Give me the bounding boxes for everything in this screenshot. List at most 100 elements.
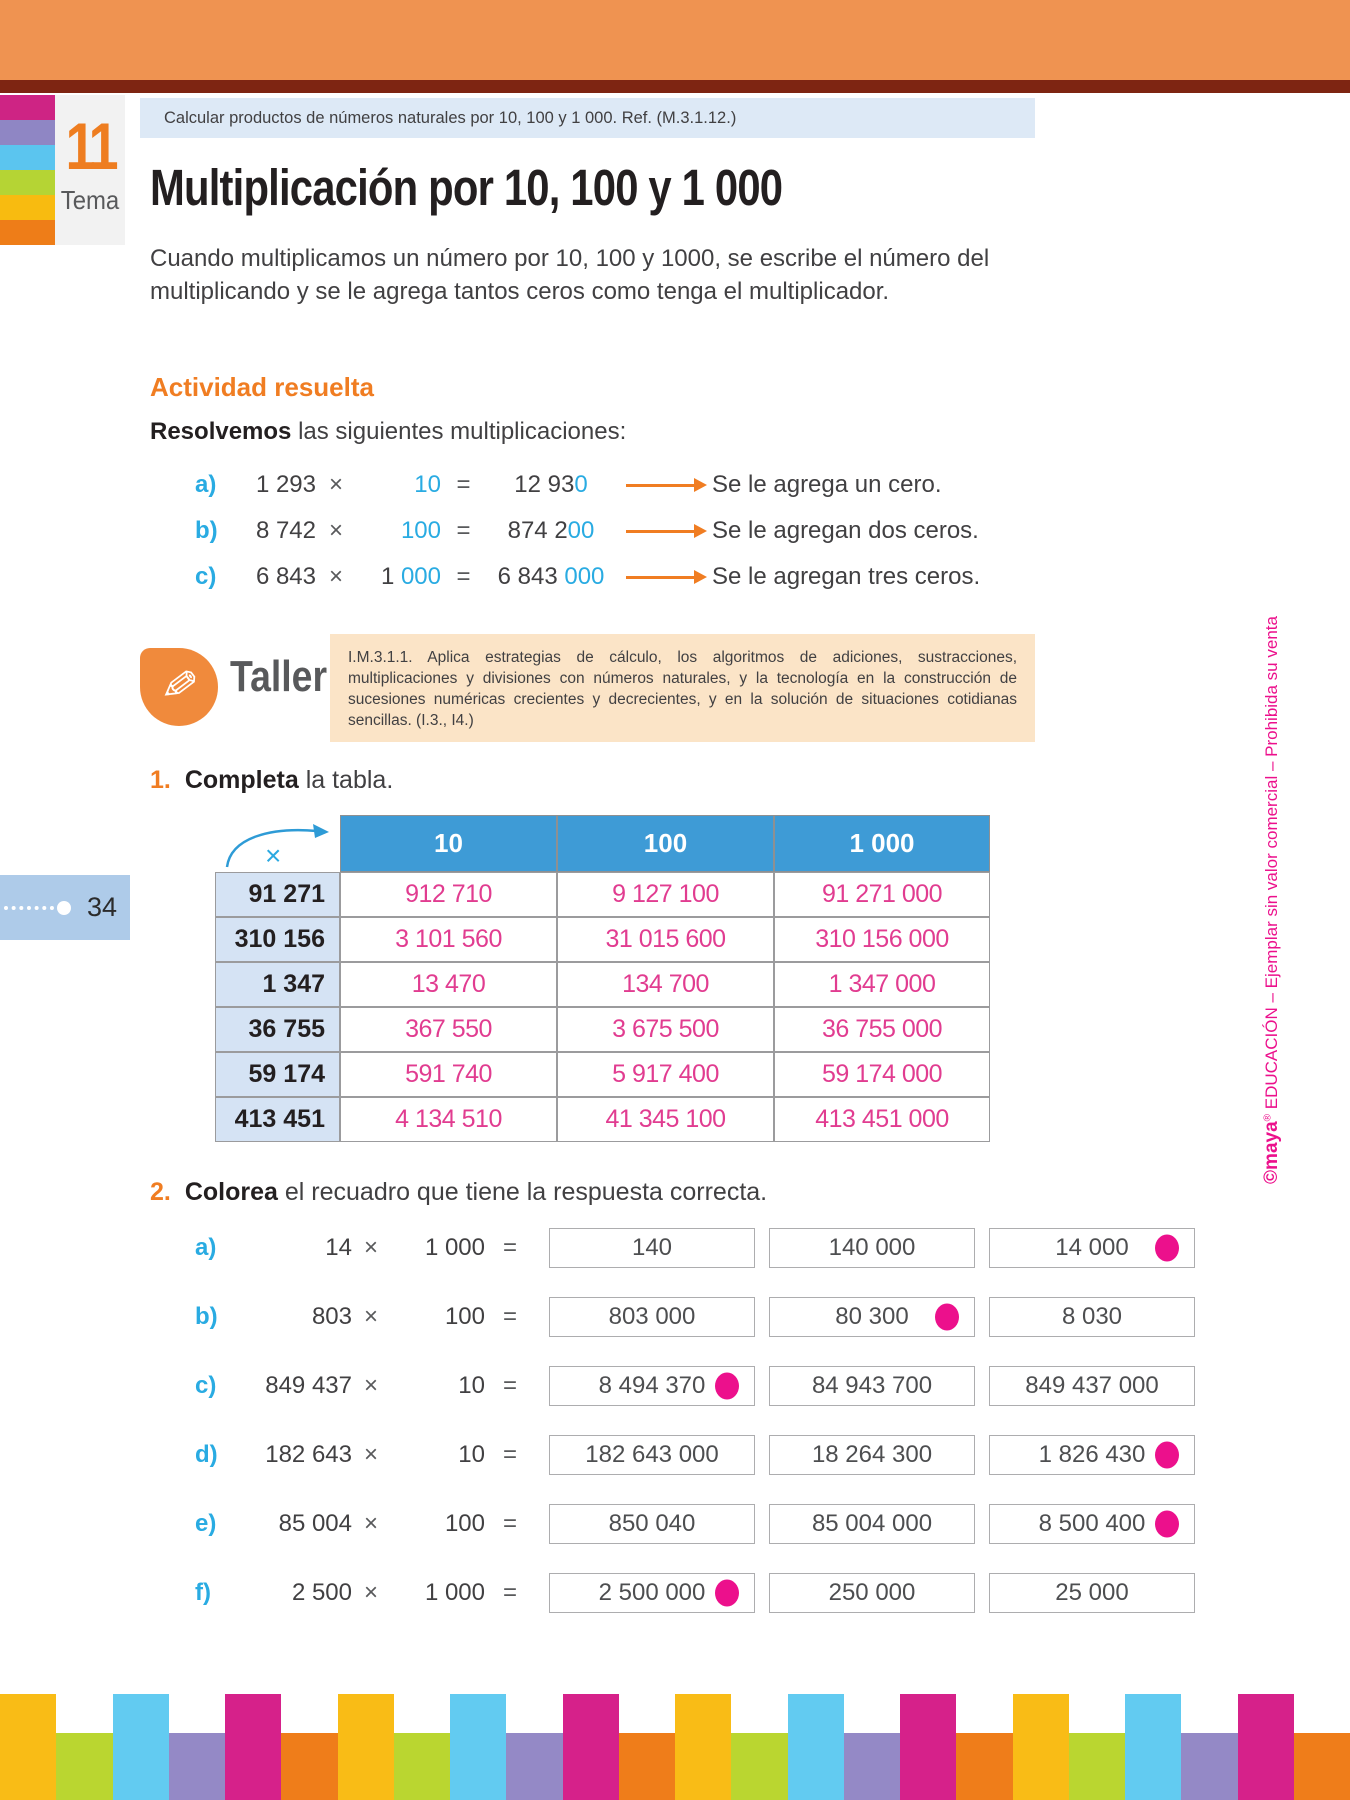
answer-option-box[interactable]: 2 500 000	[549, 1573, 755, 1613]
answer-option-box[interactable]: 14 000	[989, 1228, 1195, 1268]
activity-lead: Resolvemos las siguientes multiplicacion…	[150, 418, 626, 446]
tema-color-square	[0, 145, 55, 170]
taller-standard-text: I.M.3.1.1. Aplica estrategias de cálculo…	[348, 649, 1017, 729]
item-letter: c)	[195, 1372, 217, 1399]
item-multiplicand: 803	[311, 1303, 352, 1330]
table-header-cell: 10	[340, 815, 557, 872]
example-multiplier: 100	[400, 517, 441, 544]
exercise2-row: b) 803 × 100 = 803 000 80 300 8 030	[195, 1297, 1205, 1337]
times-sign: ×	[363, 1510, 378, 1537]
table-answer-cell: 591 740	[340, 1052, 557, 1097]
footer-color-bar	[281, 1733, 338, 1800]
table-row-label: 1 347	[215, 962, 340, 1007]
answer-option-box[interactable]: 80 300	[769, 1297, 975, 1337]
item-multiplier: 10	[458, 1372, 485, 1399]
answer-option-box[interactable]: 8 494 370	[549, 1366, 755, 1406]
tema-color-square	[0, 195, 55, 220]
table-header-cell: 100	[557, 815, 774, 872]
item-multiplier: 100	[444, 1510, 485, 1537]
answer-option-box[interactable]: 8 030	[989, 1297, 1195, 1337]
tema-color-squares	[0, 95, 55, 245]
table-answer-cell: 5 917 400	[557, 1052, 774, 1097]
taller-badge: ✎	[140, 648, 218, 726]
right-arrow-icon	[626, 523, 707, 538]
worked-examples: a) 1 293 × 10 = 12 930 Se le agrega un c…	[195, 462, 1095, 600]
item-multiplicand: 849 437	[265, 1372, 352, 1399]
answer-option-box[interactable]: 140 000	[769, 1228, 975, 1268]
example-note: Se le agrega un cero.	[712, 471, 942, 498]
answer-dot-icon	[715, 1579, 739, 1607]
example-letter: b)	[195, 517, 218, 544]
equals-sign: =	[502, 1372, 517, 1399]
exercise1-number: 1.	[150, 766, 171, 794]
pencil-icon: ✎	[157, 659, 201, 714]
top-orange-bar	[0, 0, 1350, 80]
table-header-cell: 1 000	[774, 815, 990, 872]
example-multiplicand: 8 742	[255, 517, 316, 544]
exercise1-verb: Completa	[184, 766, 299, 794]
tema-color-square	[0, 220, 55, 245]
tema-color-square	[0, 170, 55, 195]
footer-color-bar	[731, 1733, 788, 1800]
example-multiplier: 10	[414, 471, 441, 498]
answer-option-box[interactable]: 84 943 700	[769, 1366, 975, 1406]
item-multiplicand: 14	[325, 1234, 352, 1261]
item-letter: e)	[195, 1510, 217, 1537]
page-number: 34	[87, 892, 118, 922]
table-answer-cell: 310 156 000	[774, 917, 990, 962]
answer-option-box[interactable]: 850 040	[549, 1504, 755, 1544]
table-answer-cell: 59 174 000	[774, 1052, 990, 1097]
answer-option-box[interactable]: 85 004 000	[769, 1504, 975, 1544]
table-corner-cell: ×	[215, 815, 340, 872]
table-answer-cell: 4 134 510	[340, 1097, 557, 1142]
publisher-logo: ©maya	[1261, 1121, 1282, 1184]
answer-option-box[interactable]: 182 643 000	[549, 1435, 755, 1475]
answer-option-box[interactable]: 1 826 430	[989, 1435, 1195, 1475]
table-row-label: 36 755	[215, 1007, 340, 1052]
answer-option-box[interactable]: 803 000	[549, 1297, 755, 1337]
answer-dot-icon	[1155, 1234, 1179, 1262]
times-sign: ×	[363, 1372, 378, 1399]
exercise2-row: f) 2 500 × 1 000 = 2 500 000 250 000 25 …	[195, 1573, 1205, 1613]
footer-color-bar	[1293, 1733, 1350, 1800]
footer-color-bar	[675, 1694, 732, 1800]
example-letter: a)	[195, 471, 217, 498]
answer-option-box[interactable]: 25 000	[989, 1573, 1195, 1613]
answer-dot-icon	[1155, 1441, 1179, 1469]
table-answer-cell: 134 700	[557, 962, 774, 1007]
answer-option-box[interactable]: 849 437 000	[989, 1366, 1195, 1406]
table-answer-cell: 91 271 000	[774, 872, 990, 917]
answer-option-box[interactable]: 18 264 300	[769, 1435, 975, 1475]
footer-color-bar	[337, 1694, 394, 1800]
equals-sign: =	[502, 1303, 517, 1330]
table-answer-cell: 912 710	[340, 872, 557, 917]
answer-option-box[interactable]: 250 000	[769, 1573, 975, 1613]
footer-color-bar	[1181, 1733, 1238, 1800]
equals-sign: =	[502, 1510, 517, 1537]
tema-number: 11	[65, 109, 118, 183]
footer-color-bar	[1012, 1694, 1069, 1800]
answer-option-box[interactable]: 8 500 400	[989, 1504, 1195, 1544]
exercise2-row: a) 14 × 1 000 = 140 140 000 14 000	[195, 1228, 1205, 1268]
footer-color-bar	[393, 1733, 450, 1800]
right-arrow-icon	[626, 569, 707, 584]
top-maroon-bar	[0, 80, 1350, 93]
answer-option-box[interactable]: 140	[549, 1228, 755, 1268]
exercise2-row: d) 182 643 × 10 = 182 643 000 18 264 300…	[195, 1435, 1205, 1475]
exercise2-rest: el recuadro que tiene la respuesta corre…	[277, 1178, 768, 1206]
times-sign: ×	[363, 1441, 378, 1468]
item-letter: b)	[195, 1303, 218, 1330]
table-answer-cell: 9 127 100	[557, 872, 774, 917]
worked-example-row: b) 8 742 × 100 = 874 200 Se le agregan d…	[195, 508, 1095, 554]
example-result: 6 843 000	[497, 563, 605, 590]
footer-color-bar	[225, 1694, 282, 1800]
example-multiplicand: 6 843	[255, 563, 316, 590]
footer-color-bar	[1068, 1733, 1125, 1800]
example-result: 12 930	[514, 471, 588, 498]
table-answer-cell: 31 015 600	[557, 917, 774, 962]
item-multiplicand: 182 643	[265, 1441, 352, 1468]
table-answer-cell: 3 101 560	[340, 917, 557, 962]
tema-color-square	[0, 120, 55, 145]
footer-color-bar	[900, 1694, 957, 1800]
svg-text:×: ×	[265, 840, 281, 871]
